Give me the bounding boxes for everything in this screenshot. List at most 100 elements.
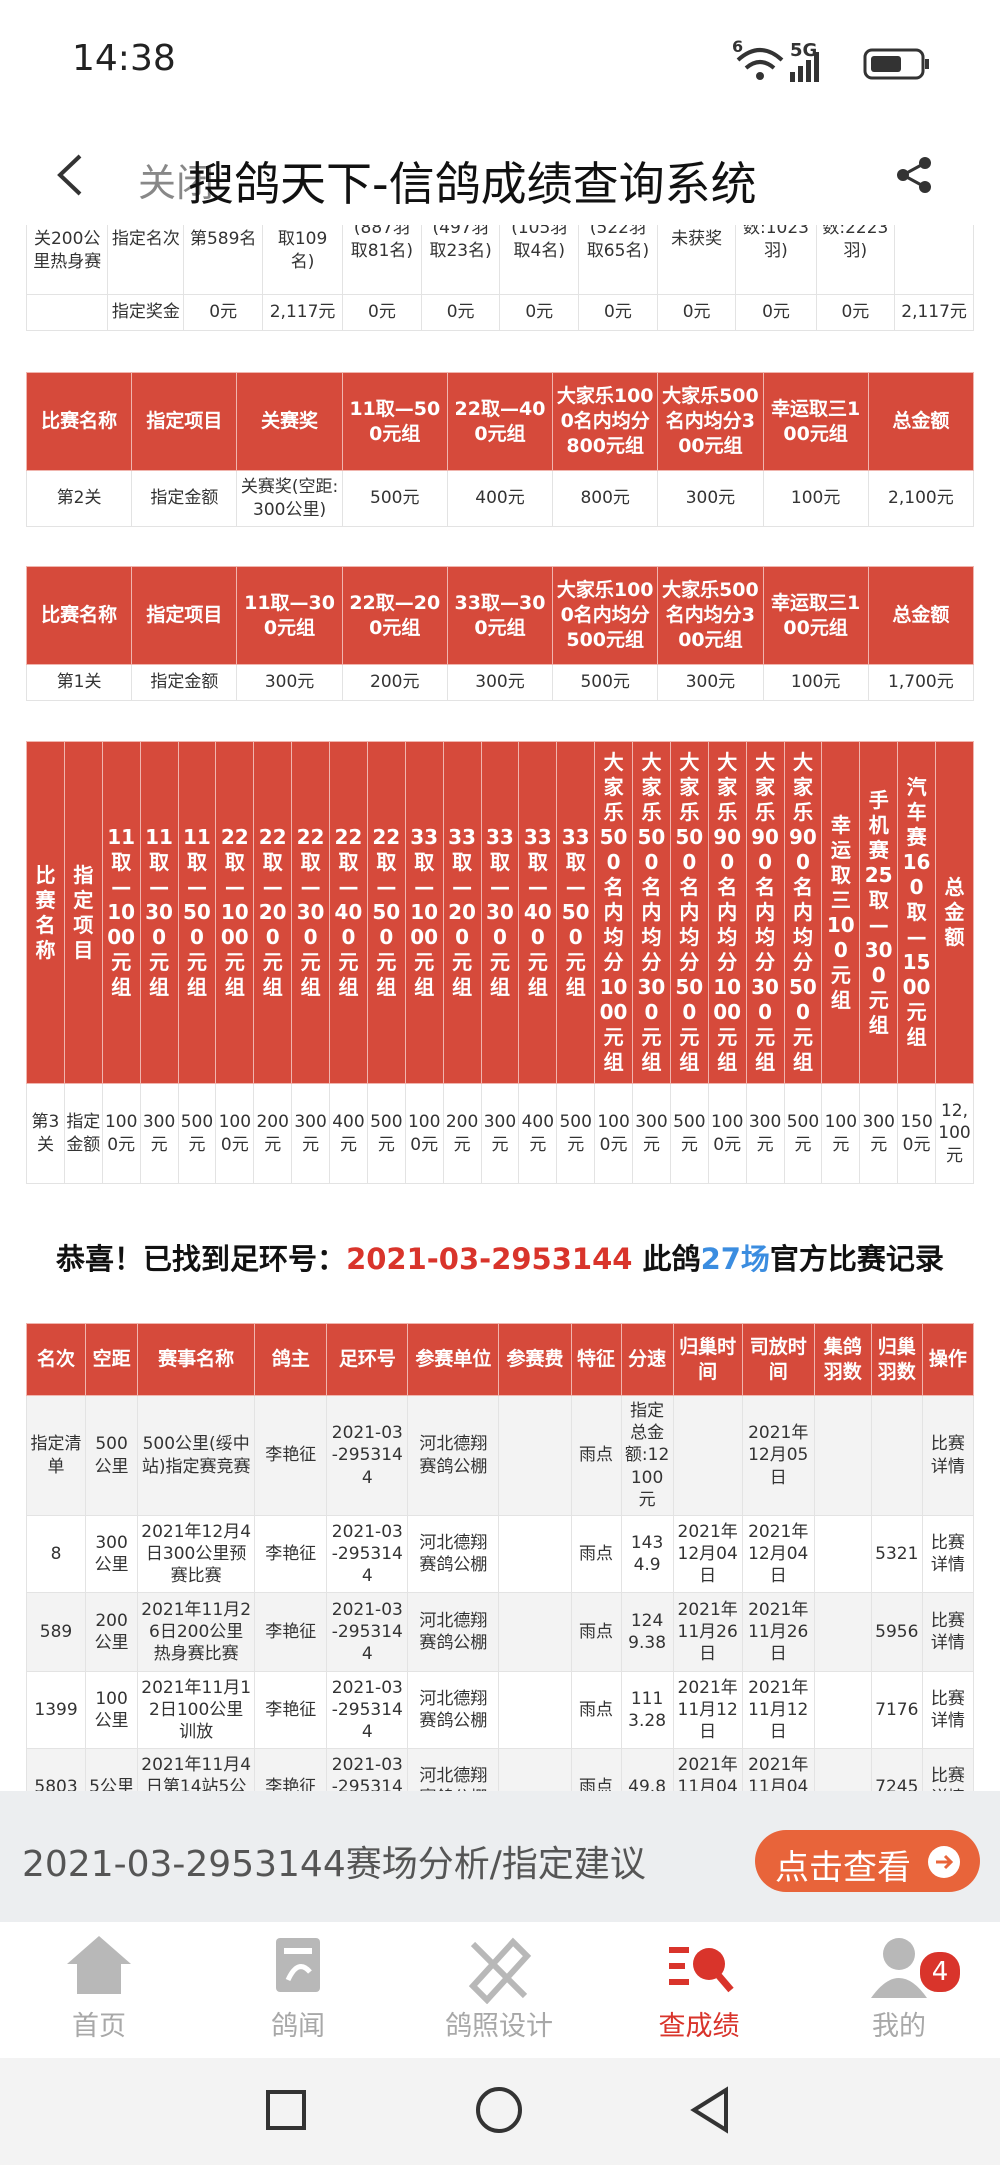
nav-glyph xyxy=(468,1937,532,2005)
header-cell: 鸽主 xyxy=(254,1323,328,1396)
cell: 200公里 xyxy=(85,1592,139,1672)
cell: 1,700元 xyxy=(867,664,975,701)
cell: 200元 xyxy=(341,664,448,701)
nav-label: 鸽闻 xyxy=(271,2011,325,2042)
cell: 1000元 xyxy=(594,1083,633,1184)
nav-icon xyxy=(449,1928,549,2005)
cell: 雨点 xyxy=(570,1395,622,1516)
header-cell: 22取—400元组 xyxy=(329,741,368,1084)
header-cell: 幸运取三100元组 xyxy=(821,741,861,1084)
cell xyxy=(25,294,109,331)
cell: 0元 xyxy=(656,294,737,331)
cell: 300元 xyxy=(480,1083,520,1184)
header-cell: 大家乐500名内均分300元组 xyxy=(657,372,764,471)
cell: 2021年12月04日 xyxy=(672,1515,743,1593)
header-cell: 33取—400元组 xyxy=(518,741,558,1084)
prize-table: 公棚第一关200公里热身赛指定名次第589名(513羽取109名)(887羽取8… xyxy=(25,184,974,331)
detail-link[interactable]: 比赛详情 xyxy=(921,1515,975,1593)
nav-item[interactable]: 首页 xyxy=(19,1922,179,2058)
detail-link[interactable]: 比赛详情 xyxy=(921,1671,975,1749)
cell: 1000元 xyxy=(404,1083,444,1184)
cell: 200元 xyxy=(253,1083,293,1184)
nav-label: 首页 xyxy=(72,2011,126,2042)
header-cell: 分速 xyxy=(620,1323,674,1396)
header-cell: 11取—500元组 xyxy=(341,372,448,471)
header-cell: 集鸽羽数 xyxy=(813,1323,872,1396)
cell: 500公里(绥中站)指定赛竞赛 xyxy=(137,1395,256,1516)
header-cell: 22取—200元组 xyxy=(341,566,448,665)
prize-table: 比赛名称 指定项目 11取—1000元组 11取—300元组 11取—500元组 22取—… xyxy=(26,741,974,1184)
prize-table: 比赛名称 指定项目 关赛奖 11取—500元组 22取—400元组 大家乐1000名内均分… xyxy=(25,372,975,527)
close-link[interactable]: 关闭 xyxy=(138,161,215,205)
cell: 100元 xyxy=(821,1083,861,1184)
page-title: 搜鸽天下-信鸽成绩查询系统 xyxy=(188,157,757,211)
cell: 300元 xyxy=(139,1083,179,1184)
cell: 2021-03-2953144 xyxy=(326,1515,409,1593)
cell xyxy=(498,1671,572,1749)
cell: 5321 xyxy=(870,1515,923,1593)
view-button[interactable]: 点击查看 xyxy=(755,1830,980,1892)
recents-button[interactable] xyxy=(266,2090,306,2130)
cell xyxy=(498,1515,572,1593)
system-buttons xyxy=(266,2086,728,2134)
bottom-nav: 首页 鸽闻 鸽照设计 查成绩 我的 4 xyxy=(0,1922,1000,2058)
cell: 400元 xyxy=(329,1083,368,1184)
cell: 雨点 xyxy=(570,1515,622,1593)
congrats-middle: 此鸽 xyxy=(632,1242,701,1276)
nav-icon xyxy=(49,1928,149,2004)
nav-label: 鸽照设计 xyxy=(445,2011,553,2042)
status-icons: 6 5G xyxy=(732,38,929,82)
cell: 指定清单 xyxy=(25,1395,87,1516)
congrats-line: 恭喜！已找到足环号：2021-03-2953144 此鸽27场官方比赛记录 xyxy=(0,1236,1000,1278)
nav-icon xyxy=(849,1928,949,2004)
header-cell: 22取—300元组 xyxy=(291,741,330,1084)
cell: 雨点 xyxy=(570,1592,622,1672)
back-system-button[interactable] xyxy=(690,2086,728,2134)
nav-item[interactable]: 鸽闻 xyxy=(218,1922,378,2058)
cell xyxy=(813,1395,872,1516)
cell: 河北德翔赛鸽公棚 xyxy=(407,1515,500,1593)
cell: 0元 xyxy=(735,294,817,331)
nav-item[interactable]: 查成绩 xyxy=(619,1922,779,2058)
cell: 300元 xyxy=(657,470,764,527)
nav-item[interactable]: 我的 xyxy=(819,1922,979,2058)
header-cell: 大家乐1000名内均分500元组 xyxy=(552,566,659,665)
cell: 589 xyxy=(25,1592,87,1672)
cell xyxy=(672,1395,743,1516)
cell: 300元 xyxy=(446,664,554,701)
detail-link[interactable]: 比赛详情 xyxy=(921,1592,975,1672)
cell: 指定金额 xyxy=(131,470,238,527)
header-cell: 名次 xyxy=(25,1323,87,1396)
data-row: 第1关 指定金额 300元 200元 300元 500元 300元 100元 1,700元 xyxy=(25,664,975,701)
back-button[interactable] xyxy=(50,152,90,198)
nav-item[interactable]: 鸽照设计 xyxy=(419,1922,579,2058)
cell: 河北德翔赛鸽公棚 xyxy=(407,1592,500,1672)
cell: 1000元 xyxy=(215,1083,255,1184)
share-button[interactable] xyxy=(895,155,935,195)
cell: 2021年11月26日200公里热身赛比赛 xyxy=(137,1592,256,1672)
header-cell: 11取—300元组 xyxy=(139,741,179,1084)
cell: 0元 xyxy=(578,294,658,331)
cell: 李艳征 xyxy=(254,1395,328,1516)
ring-number: 2021-03-2953144 xyxy=(346,1242,633,1276)
prize-table: 比赛名称 指定项目 11取—300元组 22取—200元组 33取—300元组 大家乐10… xyxy=(25,566,975,701)
cell: 2021年12月04日 xyxy=(741,1515,815,1593)
home-button[interactable] xyxy=(476,2087,522,2133)
header-row: 比赛名称 指定项目 11取—1000元组 11取—300元组 11取—500元组 22取—… xyxy=(26,741,974,1084)
analysis-banner: 2021-03-2953144赛场分析/指定建议 点击查看 xyxy=(0,1791,1000,1922)
header-cell: 大家乐500名内均分1000元组 xyxy=(594,741,633,1084)
nav-icon xyxy=(649,1928,749,2004)
congrats-suffix: 官方比赛记录 xyxy=(769,1242,944,1276)
cell: 2021年11月12日 xyxy=(741,1671,815,1749)
cell: 1249.38 xyxy=(620,1592,674,1672)
cell: 李艳征 xyxy=(254,1671,328,1749)
header-cell: 比赛名称 xyxy=(25,566,133,665)
detail-link[interactable]: 比赛详情 xyxy=(921,1395,975,1516)
header-cell: 33取—300元组 xyxy=(446,566,554,665)
header-cell: 指定项目 xyxy=(131,372,238,471)
nav-glyph xyxy=(67,1936,131,1994)
cell: 300元 xyxy=(859,1083,899,1184)
cell: 第3关 xyxy=(26,1083,65,1184)
header-cell: 22取—200元组 xyxy=(253,741,293,1084)
header-cell: 大家乐900名内均分500元组 xyxy=(783,741,823,1084)
